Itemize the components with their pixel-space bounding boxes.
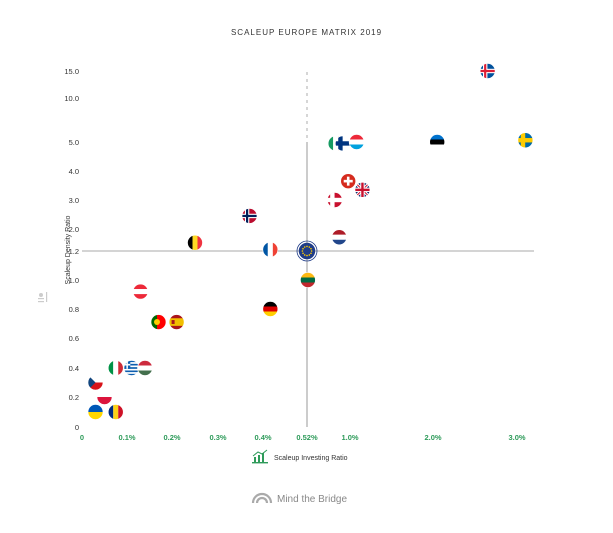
point-be-flag	[187, 234, 203, 251]
density-icon	[38, 292, 48, 303]
x-tick-label: 3.0%	[508, 433, 525, 442]
point-ua-flag	[87, 404, 104, 420]
point-gb-flag	[354, 182, 371, 198]
point-is-flag	[479, 63, 496, 79]
point-nl-flag	[331, 229, 348, 246]
y-tick-label: 10.0	[64, 94, 79, 103]
y-tick-label: 5.0	[69, 138, 79, 147]
chart-title: SCALEUP EUROPE MATRIX 2019	[230, 28, 383, 37]
point-ch-flag	[340, 173, 357, 189]
y-tick-label: 0.4	[69, 364, 79, 373]
point-lu-flag	[348, 134, 365, 150]
point-fr-flag	[262, 241, 279, 258]
brand-logo: Mind the Bridge	[251, 492, 347, 505]
x-tick-label: 0.52%	[296, 433, 318, 442]
point-se-flag	[517, 132, 534, 149]
y-axis-label: Scaleup Density Ratio	[65, 215, 72, 284]
y-tick-label: 2.0	[69, 225, 79, 234]
x-tick-label: 0	[80, 433, 84, 442]
y-tick-label: 0.2	[69, 393, 79, 402]
x-axis-ticks: 0 0.1% 0.2% 0.3% 0.4% 0.52% 1.0% 2.0% 3.0%	[80, 433, 526, 442]
brand-name: Mind the Bridge	[277, 494, 347, 505]
y-tick-label: 0.6	[69, 334, 79, 343]
investing-icon	[252, 449, 268, 464]
y-tick-label: 1.2	[69, 247, 79, 256]
point-ee-flag	[429, 134, 446, 150]
y-tick-label: 1.0	[69, 276, 79, 285]
point-eu-flag	[296, 240, 318, 262]
x-tick-label: 0.3%	[209, 433, 226, 442]
x-tick-label: 0.2%	[163, 433, 180, 442]
point-cz-flag	[87, 374, 104, 391]
x-tick-label: 0.1%	[118, 433, 135, 442]
y-axis-label-group: Scaleup Density Ratio	[38, 215, 72, 303]
x-axis-label: Scaleup Investing Ratio	[274, 455, 348, 462]
y-tick-label: 0	[75, 423, 79, 432]
x-tick-label: 1.0%	[341, 433, 358, 442]
point-de-flag	[262, 301, 279, 317]
x-tick-label: 0.4%	[254, 433, 271, 442]
y-tick-label: 15.0	[64, 67, 79, 76]
point-at-flag	[132, 283, 149, 300]
point-pl-flag	[96, 389, 113, 405]
y-tick-label: 4.0	[69, 167, 79, 176]
point-pt-flag	[150, 314, 167, 330]
point-es-flag	[168, 314, 185, 330]
point-fi-flag	[335, 135, 351, 152]
x-tick-label: 2.0%	[424, 433, 441, 442]
point-ro-flag	[107, 404, 124, 420]
y-tick-label: 3.0	[69, 196, 79, 205]
x-axis-label-group: Scaleup Investing Ratio	[252, 449, 348, 464]
point-no-flag	[241, 208, 258, 224]
y-tick-label: 0.8	[69, 305, 79, 314]
data-points	[87, 63, 534, 420]
point-gr-flag	[123, 360, 140, 376]
point-it-flag	[107, 360, 124, 376]
y-axis-ticks: 0 0.2 0.4 0.6 0.8 1.0 1.2 2.0 3.0 4.0 5.0 10.0 15.0	[64, 67, 79, 432]
point-hu-flag	[137, 360, 153, 376]
point-lt-flag	[300, 272, 316, 288]
point-dk-flag	[326, 192, 343, 208]
